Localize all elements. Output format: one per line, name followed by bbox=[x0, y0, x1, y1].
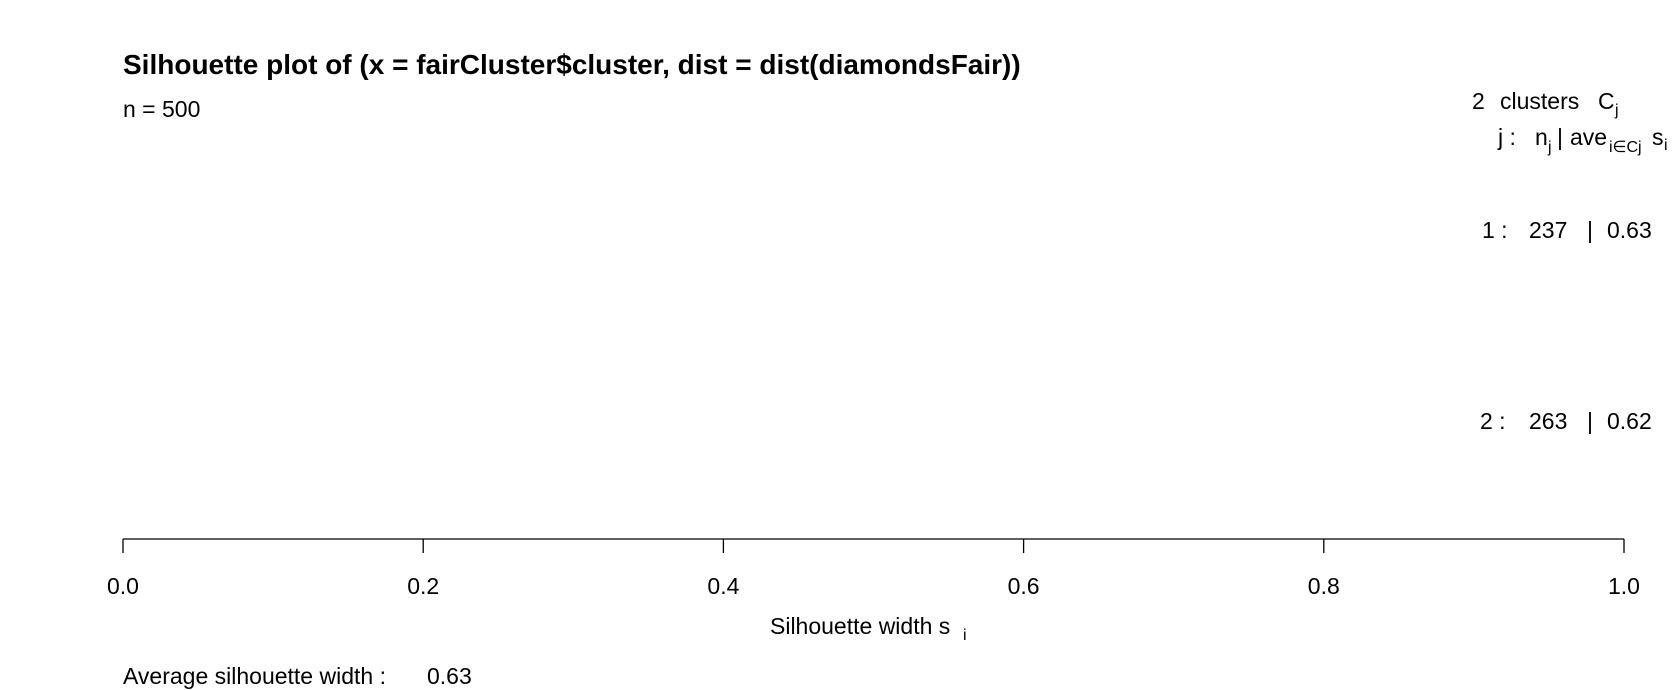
legend-col-s-subscript: i bbox=[1664, 137, 1668, 154]
average-silhouette-label: Average silhouette width : bbox=[123, 663, 386, 689]
x-tick-label-2: 0.4 bbox=[707, 573, 739, 599]
legend-col-j: j : bbox=[1497, 124, 1516, 150]
x-tick-label-5: 1.0 bbox=[1608, 573, 1640, 599]
legend-cluster-count: 2 bbox=[1472, 88, 1485, 114]
silhouette-bars bbox=[123, 150, 1069, 520]
cluster-row-2: 2 : 263 | 0.62 bbox=[1480, 408, 1652, 434]
legend-columns: j : n j | ave i∈Cj s i bbox=[1497, 124, 1668, 156]
legend-col-ave: ave bbox=[1570, 124, 1607, 150]
x-tick-label-3: 0.6 bbox=[1008, 573, 1040, 599]
legend-col-n-subscript: j bbox=[1547, 139, 1552, 156]
x-axis-label: Silhouette width s i bbox=[770, 613, 967, 644]
cluster-2-separator: | bbox=[1587, 408, 1593, 434]
x-axis-ticks: 0.0 0.2 0.4 0.6 0.8 1.0 bbox=[107, 539, 1640, 599]
legend-C-symbol: C bbox=[1598, 88, 1615, 114]
chart-title: Silhouette plot of (x = fairCluster$clus… bbox=[123, 49, 1021, 80]
cluster-2-n: 263 bbox=[1529, 408, 1567, 434]
legend-col-ave-subscript: i∈Cj bbox=[1609, 139, 1642, 156]
cluster-1-separator: | bbox=[1587, 217, 1593, 243]
legend-C-subscript: j bbox=[1614, 102, 1619, 119]
legend-col-n: n bbox=[1535, 124, 1548, 150]
x-tick-label-1: 0.2 bbox=[407, 573, 439, 599]
cluster-1-bar bbox=[123, 150, 1069, 323]
cluster-row-1: 1 : 237 | 0.63 bbox=[1482, 217, 1652, 243]
legend-header: 2 clusters C j bbox=[1472, 88, 1619, 119]
x-tick-label-4: 0.8 bbox=[1308, 573, 1340, 599]
x-axis-label-subscript: i bbox=[963, 627, 967, 644]
x-axis: 0.0 0.2 0.4 0.6 0.8 1.0 bbox=[107, 538, 1640, 599]
n-label: n = 500 bbox=[123, 96, 200, 122]
cluster-2-j: 2 : bbox=[1480, 408, 1506, 434]
cluster-1-ave: 0.63 bbox=[1607, 217, 1652, 243]
cluster-1-j: 1 : bbox=[1482, 217, 1508, 243]
x-tick-label-0: 0.0 bbox=[107, 573, 139, 599]
legend-clusters-word: clusters bbox=[1500, 88, 1579, 114]
cluster-2-ave: 0.62 bbox=[1607, 408, 1652, 434]
legend-col-separator: | bbox=[1557, 124, 1563, 150]
cluster-2-bar bbox=[123, 328, 1054, 520]
average-silhouette-width: Average silhouette width : 0.63 bbox=[123, 663, 472, 689]
cluster-1-n: 237 bbox=[1529, 217, 1567, 243]
average-silhouette-value: 0.63 bbox=[427, 663, 472, 689]
x-axis-label-text: Silhouette width s bbox=[770, 613, 950, 639]
legend-col-s: s bbox=[1652, 124, 1664, 150]
